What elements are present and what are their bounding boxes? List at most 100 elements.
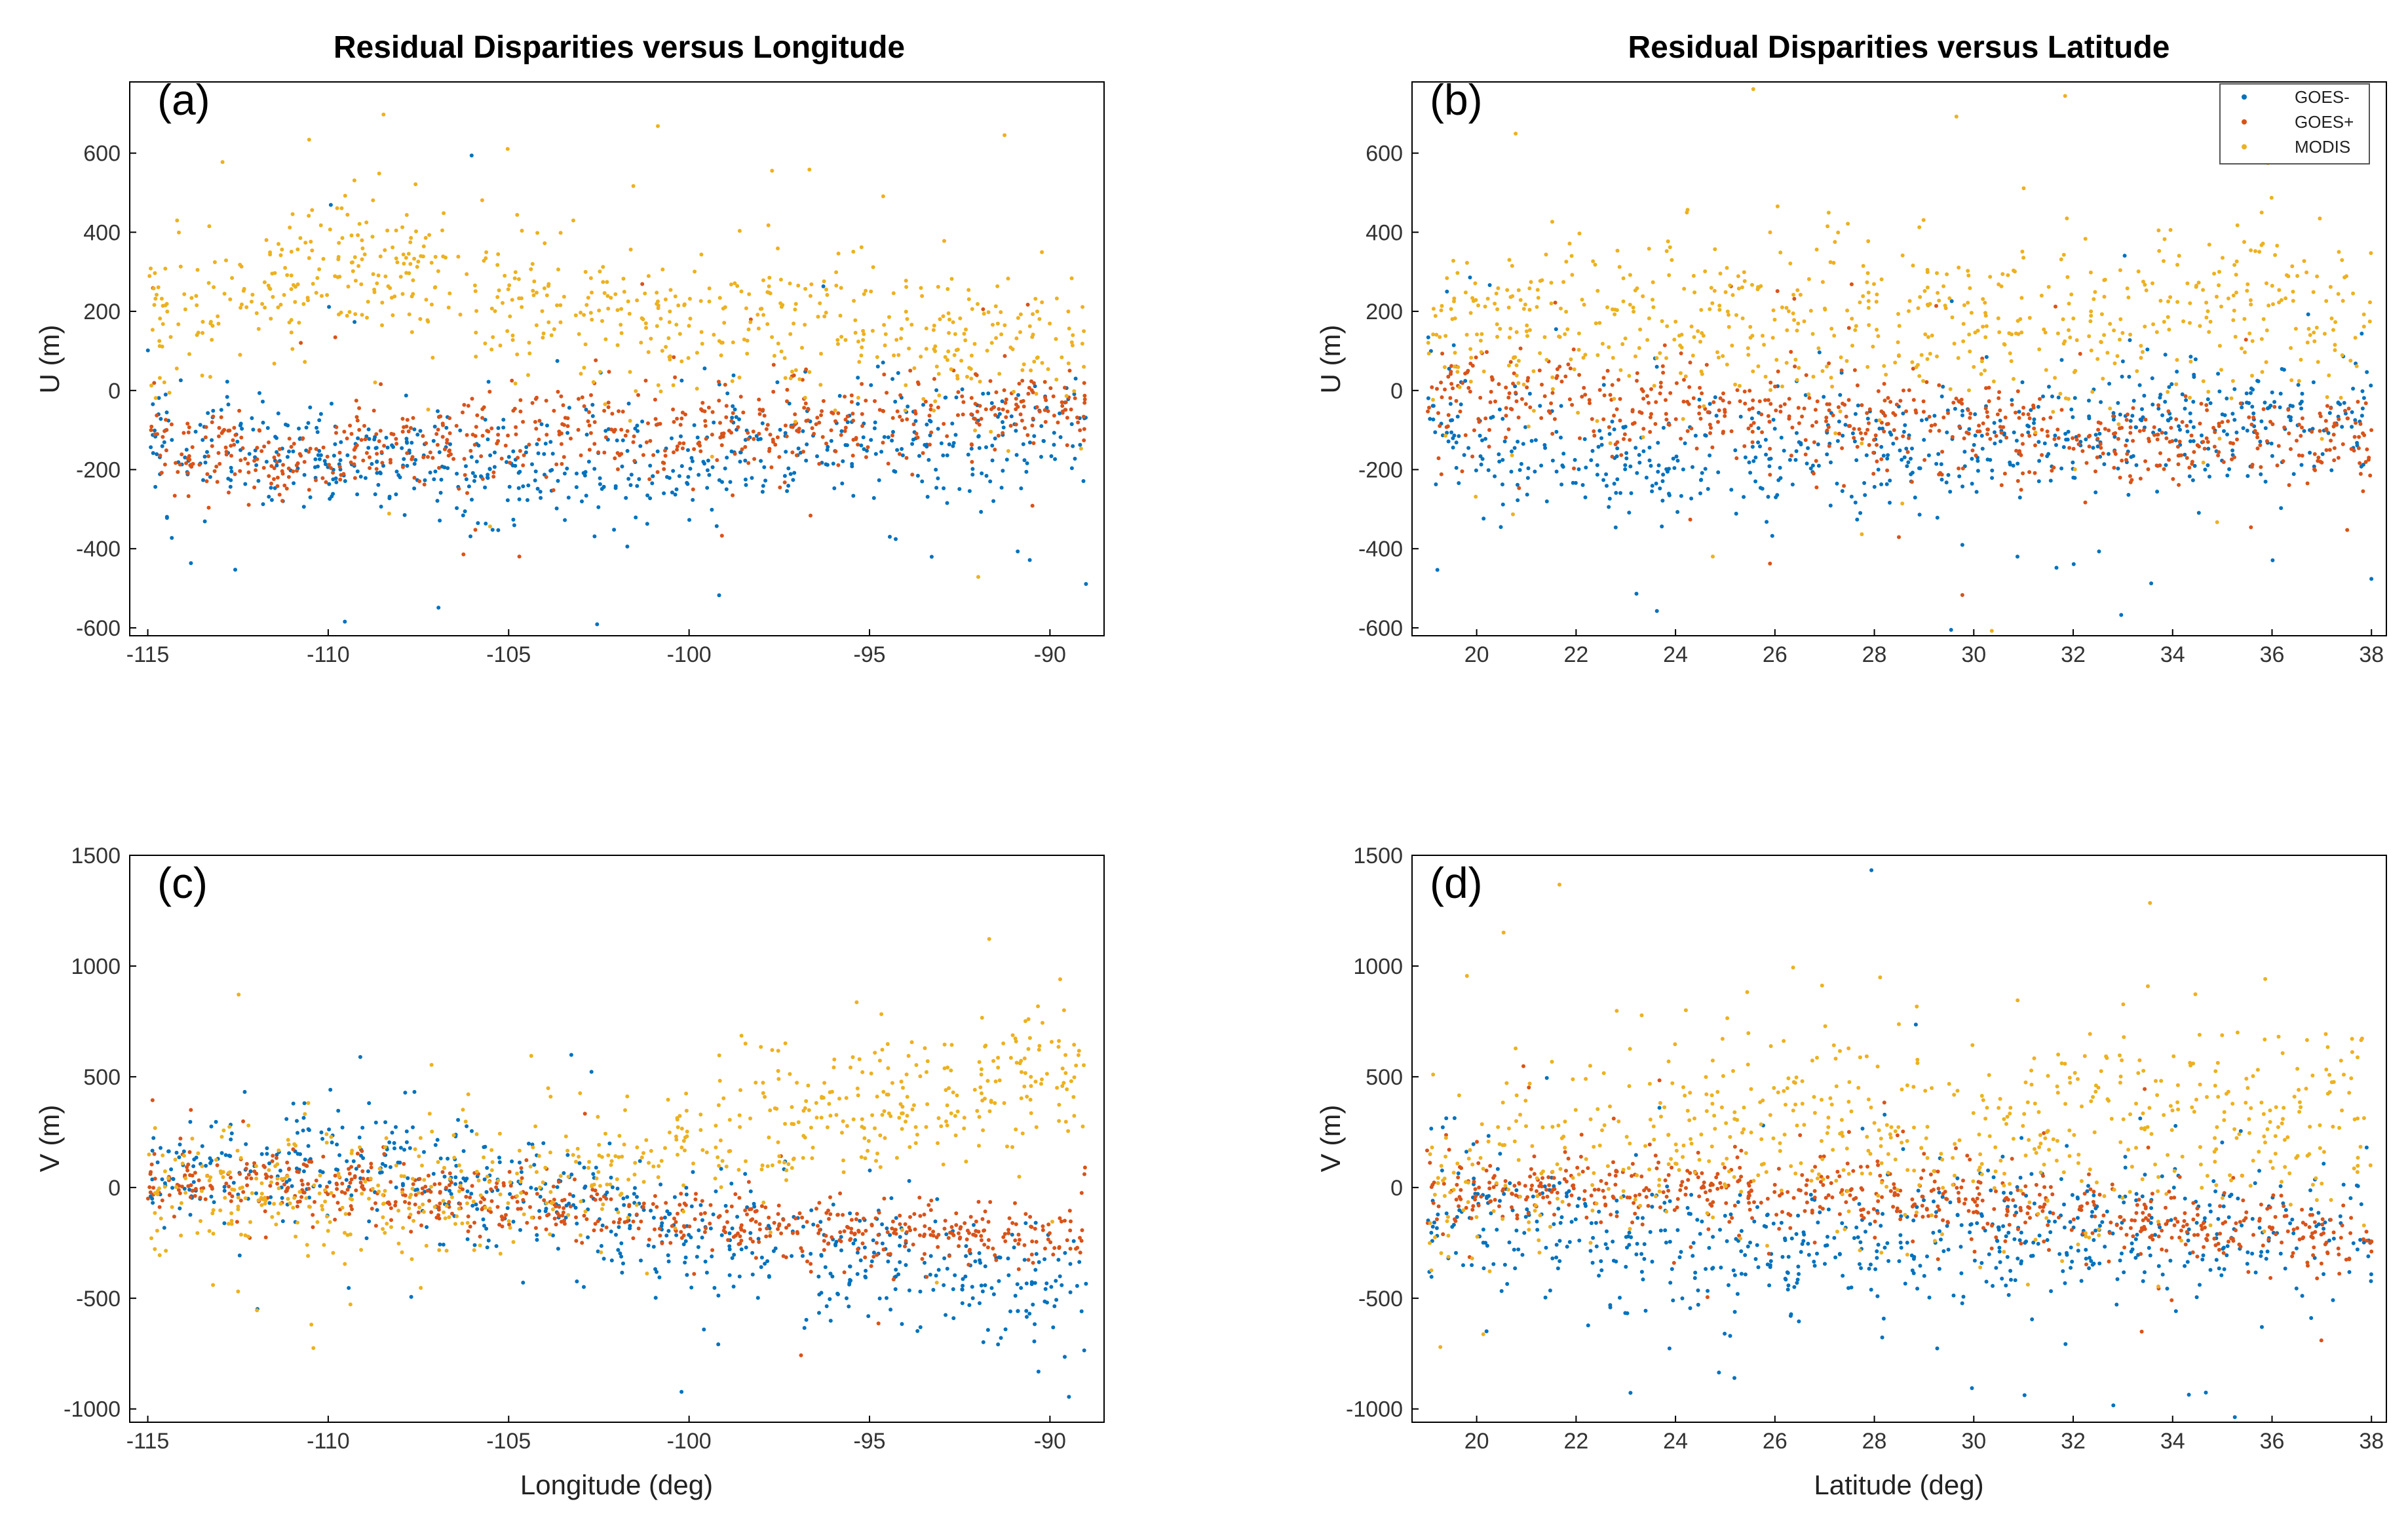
point-goes-plus bbox=[321, 445, 326, 450]
point-goes-minus bbox=[1949, 299, 1954, 303]
point-goes-minus bbox=[727, 1231, 732, 1235]
point-goes-plus bbox=[1483, 416, 1488, 421]
point-goes-plus bbox=[792, 373, 796, 378]
point-goes-plus bbox=[552, 1216, 557, 1221]
point-modis bbox=[2245, 288, 2249, 293]
point-modis bbox=[527, 340, 531, 345]
point-goes-plus bbox=[972, 416, 976, 421]
point-goes-minus bbox=[2071, 415, 2075, 419]
point-goes-plus bbox=[698, 449, 703, 454]
point-goes-minus bbox=[2225, 473, 2230, 478]
point-goes-plus bbox=[1639, 387, 1644, 391]
point-goes-minus bbox=[317, 457, 322, 461]
point-goes-minus bbox=[1889, 433, 1894, 437]
point-goes-plus bbox=[1444, 425, 1449, 429]
point-goes-plus bbox=[1648, 415, 1653, 419]
point-modis bbox=[601, 265, 605, 269]
point-modis bbox=[619, 307, 624, 311]
point-goes-plus bbox=[343, 1191, 347, 1195]
point-goes-minus bbox=[2192, 463, 2197, 468]
point-goes-minus bbox=[686, 448, 690, 452]
point-goes-minus bbox=[1016, 393, 1020, 397]
point-modis bbox=[1641, 294, 1645, 298]
point-modis bbox=[1508, 326, 1513, 331]
point-goes-plus bbox=[2356, 446, 2361, 450]
point-goes-minus bbox=[254, 463, 259, 467]
point-goes-minus bbox=[967, 489, 972, 494]
point-goes-minus bbox=[719, 1233, 724, 1237]
point-modis bbox=[1464, 261, 1469, 265]
point-modis bbox=[1916, 362, 1920, 367]
point-goes-minus bbox=[287, 449, 291, 454]
point-goes-plus bbox=[961, 412, 965, 417]
point-goes-plus bbox=[2017, 416, 2021, 420]
point-goes-plus bbox=[2147, 437, 2151, 441]
point-modis bbox=[1067, 326, 1071, 331]
point-goes-minus bbox=[223, 1153, 228, 1157]
point-modis bbox=[1796, 321, 1801, 326]
point-goes-plus bbox=[1664, 412, 1668, 416]
point-modis bbox=[263, 305, 267, 310]
point-modis bbox=[1514, 330, 1519, 334]
point-goes-minus bbox=[1457, 481, 1461, 486]
point-goes-minus bbox=[752, 1205, 757, 1209]
point-goes-plus bbox=[354, 415, 359, 419]
point-modis bbox=[1945, 272, 1949, 277]
point-goes-minus bbox=[2311, 380, 2316, 385]
point-goes-minus bbox=[684, 1186, 689, 1190]
point-goes-plus bbox=[348, 423, 353, 428]
point-goes-plus bbox=[231, 438, 235, 442]
point-goes-minus bbox=[1543, 446, 1548, 450]
point-modis bbox=[1808, 309, 1813, 313]
point-goes-plus bbox=[2156, 433, 2160, 437]
point-goes-minus bbox=[1998, 418, 2002, 423]
point-modis bbox=[2099, 340, 2103, 345]
point-modis bbox=[376, 273, 381, 278]
point-goes-minus bbox=[1044, 1281, 1049, 1286]
point-goes-minus bbox=[2128, 419, 2133, 423]
point-goes-minus bbox=[418, 429, 423, 433]
point-goes-plus bbox=[416, 1210, 421, 1214]
point-goes-plus bbox=[1999, 483, 2004, 488]
point-goes-plus bbox=[405, 451, 410, 456]
point-goes-plus bbox=[2038, 397, 2042, 401]
point-goes-minus bbox=[1426, 335, 1430, 340]
point-goes-minus bbox=[802, 1326, 807, 1330]
point-goes-plus bbox=[275, 460, 279, 465]
point-goes-minus bbox=[174, 1150, 179, 1155]
point-modis bbox=[216, 321, 221, 326]
point-modis bbox=[1709, 286, 1713, 290]
point-goes-minus bbox=[473, 474, 478, 478]
point-modis bbox=[1759, 284, 1763, 288]
point-goes-plus bbox=[731, 493, 735, 497]
point-goes-minus bbox=[501, 417, 506, 422]
point-goes-plus bbox=[1954, 397, 1959, 401]
point-goes-minus bbox=[391, 445, 395, 449]
point-goes-minus bbox=[330, 1140, 334, 1145]
point-goes-plus bbox=[360, 1169, 365, 1173]
point-goes-plus bbox=[565, 424, 570, 429]
point-goes-minus bbox=[730, 1256, 735, 1260]
point-goes-minus bbox=[533, 478, 537, 482]
point-goes-minus bbox=[900, 1322, 904, 1327]
point-goes-minus bbox=[444, 425, 449, 430]
point-goes-plus bbox=[2356, 400, 2360, 404]
point-goes-plus bbox=[518, 409, 523, 414]
point-modis bbox=[852, 299, 856, 303]
point-modis bbox=[239, 305, 243, 310]
point-goes-plus bbox=[679, 416, 684, 421]
point-goes-plus bbox=[2146, 467, 2150, 471]
point-goes-minus bbox=[818, 1220, 823, 1224]
point-modis bbox=[1845, 308, 1850, 313]
point-goes-minus bbox=[950, 421, 955, 426]
point-modis bbox=[946, 358, 949, 362]
point-modis bbox=[2019, 296, 2024, 300]
panel-b-x-tick-label: 32 bbox=[2061, 642, 2086, 667]
point-goes-minus bbox=[988, 479, 993, 484]
point-goes-minus bbox=[856, 402, 860, 406]
point-goes-plus bbox=[1002, 388, 1006, 393]
point-modis bbox=[1711, 554, 1715, 559]
point-modis bbox=[853, 330, 858, 335]
point-modis bbox=[160, 344, 164, 349]
point-goes-plus bbox=[480, 416, 485, 420]
